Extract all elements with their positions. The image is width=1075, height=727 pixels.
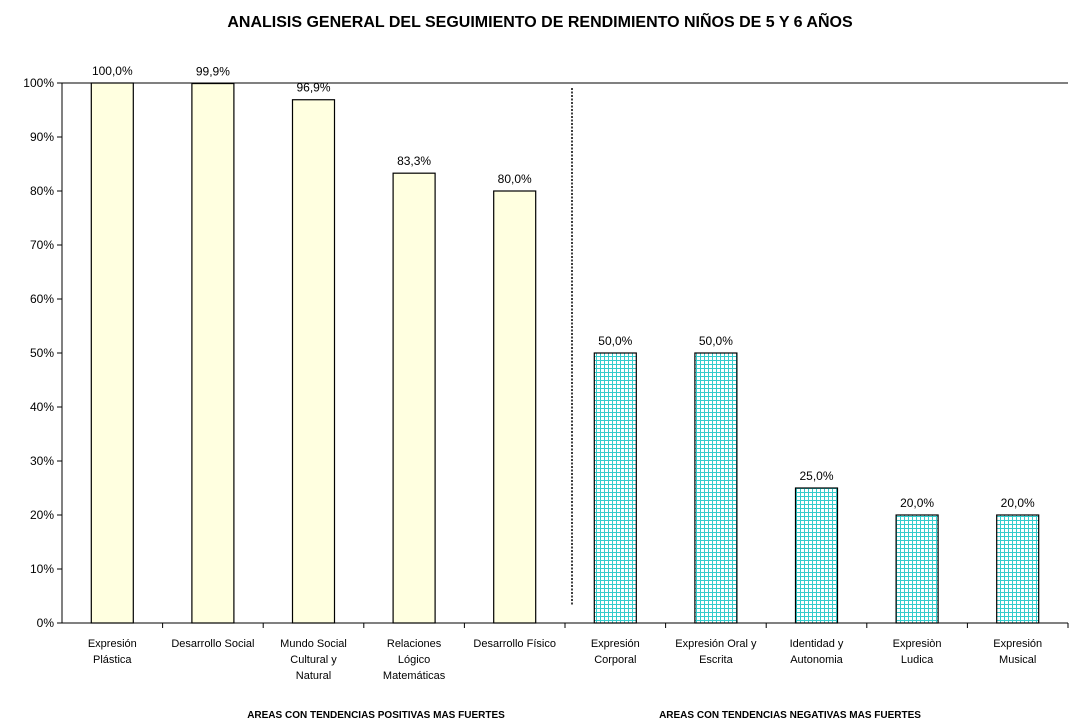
y-tick-label: 40% — [30, 400, 54, 414]
x-tick-label: Expresión Corporal — [591, 638, 640, 666]
value-label: 25,0% — [799, 469, 833, 483]
x-tick-label: Mundo Social Cultural y Natural — [280, 638, 347, 682]
bar — [493, 190, 537, 624]
x-tick-label: Expresión Oral y Escrita — [675, 638, 757, 666]
bar — [794, 487, 839, 624]
x-tick-label: Expresión Musical — [993, 638, 1042, 666]
y-tick-label: 30% — [30, 454, 54, 468]
chart-title: ANALISIS GENERAL DEL SEGUIMIENTO DE REND… — [227, 11, 853, 31]
x-tick-label: Desarrollo Social — [171, 638, 254, 650]
value-label: 50,0% — [699, 334, 733, 348]
y-tick-label: 20% — [30, 508, 54, 522]
y-tick-label: 70% — [30, 238, 54, 252]
x-tick-label: Expresiòn Ludica — [893, 638, 942, 666]
bar — [191, 82, 235, 624]
y-tick-label: 100% — [23, 76, 54, 90]
value-label: 20,0% — [1001, 496, 1035, 510]
y-tick-label: 60% — [30, 292, 54, 306]
x-tick-label: Expresión Plástica — [88, 638, 137, 666]
value-label: 80,0% — [498, 172, 532, 186]
value-label: 99,9% — [196, 65, 230, 79]
y-tick-label: 80% — [30, 184, 54, 198]
x-tick-label: Relaciones Lógico Matemáticas — [383, 638, 446, 682]
value-label: 96,9% — [296, 81, 330, 95]
value-label: 50,0% — [598, 334, 632, 348]
group-label: AREAS CON TENDENCIAS POSITIVAS MAS FUERT… — [247, 710, 505, 721]
y-tick-label: 0% — [37, 616, 55, 630]
bar — [996, 514, 1040, 624]
x-tick-label: Identidad y Autonomia — [790, 638, 844, 666]
y-tick-label: 90% — [30, 130, 54, 144]
bar — [593, 352, 637, 624]
y-tick-label: 10% — [30, 562, 54, 576]
y-tick-label: 50% — [30, 346, 54, 360]
value-label: 100,0% — [92, 64, 133, 78]
value-label: 20,0% — [900, 496, 934, 510]
bar — [90, 82, 134, 624]
x-tick-label: Desarrollo Físico — [473, 638, 556, 650]
bar — [392, 172, 436, 624]
bar — [694, 352, 738, 624]
bar — [291, 99, 336, 624]
bar — [895, 514, 939, 624]
group-label: AREAS CON TENDENCIAS NEGATIVAS MAS FUERT… — [659, 710, 921, 721]
value-label: 83,3% — [397, 154, 431, 168]
